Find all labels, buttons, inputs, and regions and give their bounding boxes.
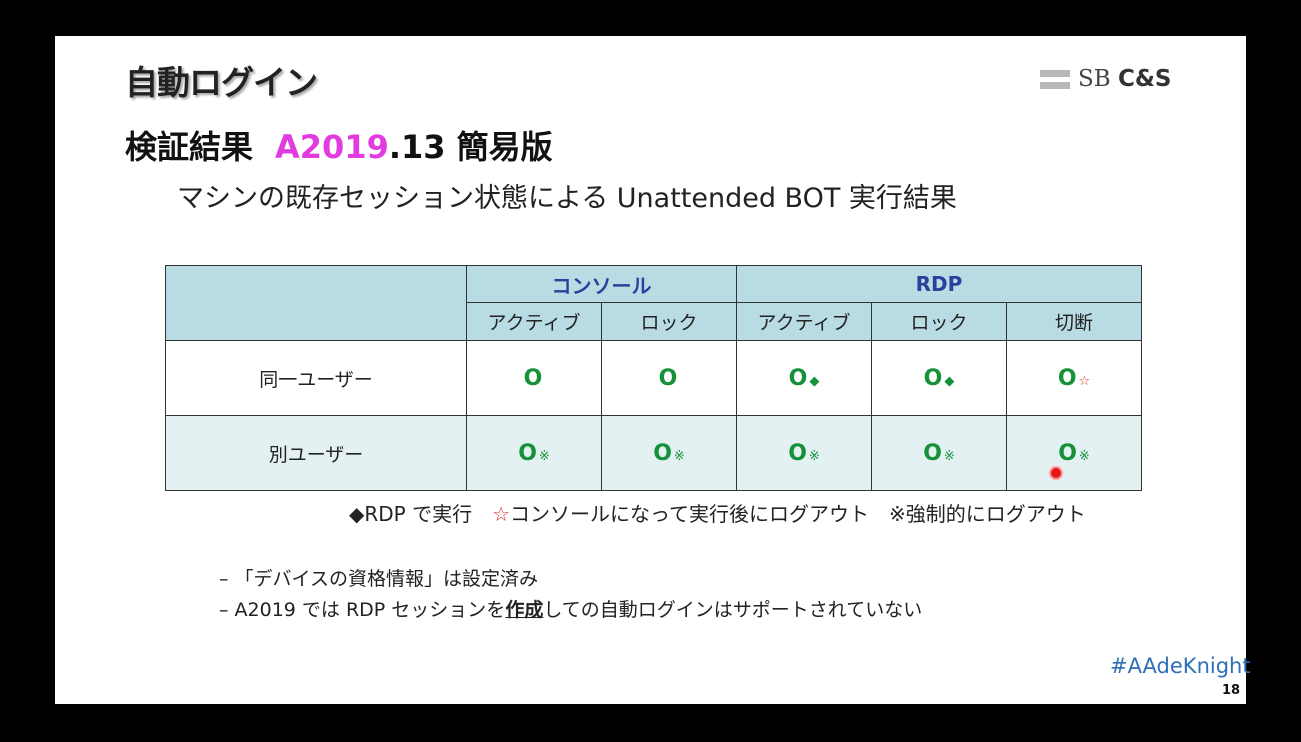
bullet-item: – 「デバイスの資格情報」は設定済み <box>219 568 538 590</box>
result-cell: O ◆ <box>871 340 1007 416</box>
table-row: 同一ユーザー O O O ◆ O ◆ O ☆ <box>165 340 1142 416</box>
diamond-mark: ◆ <box>809 373 820 389</box>
row-label: 別ユーザー <box>165 415 467 491</box>
column-header: ロック <box>871 302 1007 341</box>
corner-header <box>165 265 467 341</box>
result-circle: O <box>923 440 942 466</box>
legend-ref: ※強制的にログアウト <box>889 502 1086 526</box>
slide-title: 自動ログイン <box>125 63 318 102</box>
subtitle: 検証結果 A2019.13 簡易版 <box>125 122 553 168</box>
group-header-console: コンソール <box>466 265 737 303</box>
logo-bars-icon <box>1040 69 1070 89</box>
page-number: 18 <box>1222 683 1241 698</box>
logo-text: SB C&S <box>1078 66 1172 92</box>
legend: ◆RDP で実行 ☆コンソールになって実行後にログアウト ※強制的にログアウト <box>349 498 1086 527</box>
bullet-list: – 「デバイスの資格情報」は設定済み – A2019 では RDP セッションを… <box>219 564 922 626</box>
table-row: 別ユーザー O ※ O ※ O ※ O ※ O ※ <box>165 415 1142 491</box>
legend-star-icon: ☆ <box>492 502 511 526</box>
subtitle-suffix: .13 簡易版 <box>388 128 553 166</box>
result-cell: O ※ <box>601 415 737 491</box>
emphasis-text: 作成 <box>505 599 544 621</box>
result-circle: O <box>923 365 943 391</box>
subtitle-version: A2019 <box>275 128 389 166</box>
result-cell: O <box>466 340 602 416</box>
row-label: 同一ユーザー <box>165 340 467 416</box>
star-mark: ☆ <box>1078 373 1091 389</box>
diamond-mark: ◆ <box>944 373 955 389</box>
company-logo: SB C&S <box>1040 66 1172 92</box>
result-circle: O <box>788 365 808 391</box>
column-header: アクティブ <box>466 302 602 341</box>
ref-mark: ※ <box>538 448 550 464</box>
result-cell: O ◆ <box>736 340 872 416</box>
ref-mark: ※ <box>673 448 685 464</box>
column-header: アクティブ <box>736 302 872 341</box>
hashtag: #AAdeKnight <box>1110 654 1251 678</box>
column-header: ロック <box>601 302 737 341</box>
results-table: コンソール RDP アクティブ ロック アクティブ ロック 切断 同一ユーザー … <box>165 265 1142 491</box>
bullet-item: – A2019 では RDP セッションを作成しての自動ログインはサポートされて… <box>219 599 923 621</box>
result-cell: O ※ <box>871 415 1007 491</box>
result-circle: O <box>658 365 678 391</box>
result-circle: O <box>518 440 537 466</box>
result-cell: O <box>601 340 737 416</box>
group-header-rdp: RDP <box>736 265 1142 303</box>
result-cell: O ※ <box>736 415 872 491</box>
ref-mark: ※ <box>808 448 820 464</box>
result-circle: O <box>1057 365 1077 391</box>
result-circle: O <box>523 365 543 391</box>
column-header: 切断 <box>1006 302 1142 341</box>
caption: マシンの既存セッション状態による Unattended BOT 実行結果 <box>177 183 957 214</box>
result-cell: O ☆ <box>1006 340 1142 416</box>
result-circle: O <box>788 440 807 466</box>
slide: 自動ログイン SB C&S 検証結果 A2019.13 簡易版 マシンの既存セッシ… <box>55 36 1251 704</box>
result-circle: O <box>653 440 672 466</box>
result-circle: O <box>1058 440 1077 466</box>
ref-mark: ※ <box>1078 448 1090 464</box>
subtitle-prefix: 検証結果 <box>125 128 254 166</box>
legend-diamond: ◆RDP で実行 <box>349 502 473 526</box>
result-cell: O ※ <box>466 415 602 491</box>
result-cell: O ※ <box>1006 415 1142 491</box>
legend-star-text: コンソールになって実行後にログアウト <box>510 502 870 526</box>
ref-mark: ※ <box>943 448 955 464</box>
pointer-cursor-icon <box>1049 466 1063 480</box>
